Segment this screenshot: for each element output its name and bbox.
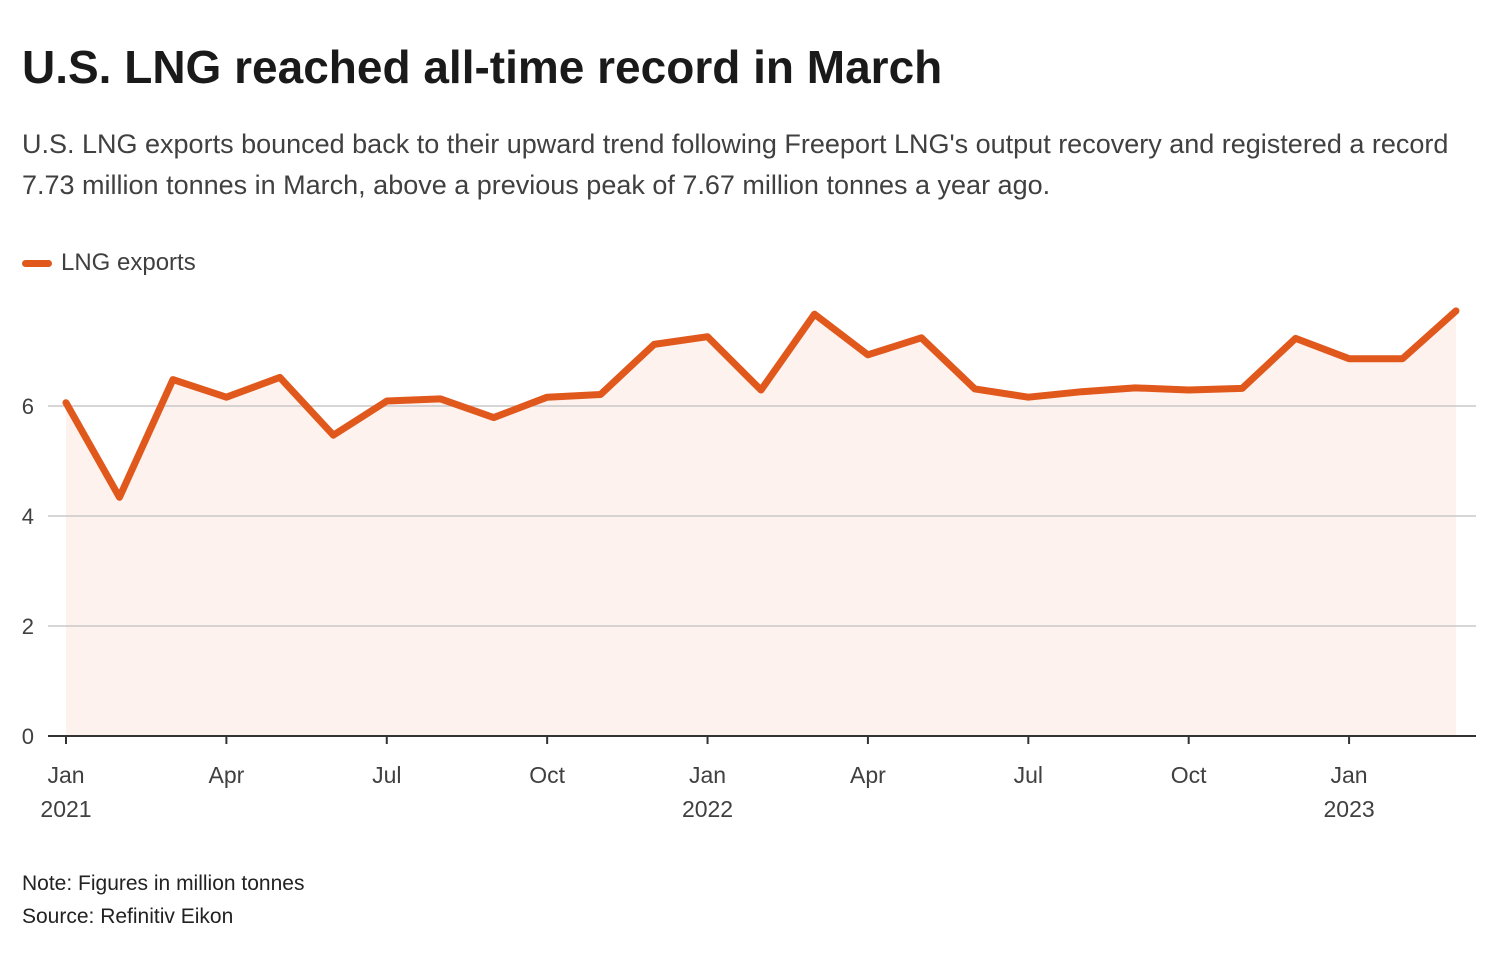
legend-swatch — [22, 259, 52, 267]
x-tick-label: Jan — [1331, 762, 1368, 788]
chart-subtitle: U.S. LNG exports bounced back to their u… — [22, 129, 1449, 200]
y-tick-label: 2 — [22, 614, 34, 639]
series-area — [66, 310, 1456, 736]
x-tick-label: Oct — [529, 762, 565, 788]
x-tick-label: Oct — [1171, 762, 1207, 788]
x-tick-label: Apr — [208, 762, 244, 788]
legend: LNG exports — [22, 249, 196, 277]
x-tick-year-label: 2022 — [682, 796, 733, 822]
chart-title: U.S. LNG reached all-time record in Marc… — [22, 41, 943, 93]
line-chart: 0 2 4 6 Jan 2021 Apr Jul Oct Jan 2022 Apr Jul Oct Jan 2… — [22, 307, 1476, 822]
chart-source: Source: Refinitiv Eikon — [22, 905, 234, 928]
y-tick-label: 0 — [22, 724, 34, 749]
chart-note: Note: Figures in million tonnes — [22, 872, 305, 895]
y-tick-label: 4 — [22, 504, 34, 529]
x-tick-year-label: 2023 — [1323, 796, 1374, 822]
y-tick-label: 6 — [22, 394, 34, 419]
x-tick-year-label: 2021 — [40, 796, 91, 822]
x-tick-label: Apr — [850, 762, 886, 788]
x-tick-label: Jan — [47, 762, 84, 788]
series-line — [62, 307, 1460, 501]
x-tick-label: Jul — [1014, 762, 1043, 788]
x-tick-label: Jan — [689, 762, 726, 788]
x-tick-label: Jul — [372, 762, 401, 788]
legend-label: LNG exports — [61, 249, 196, 276]
